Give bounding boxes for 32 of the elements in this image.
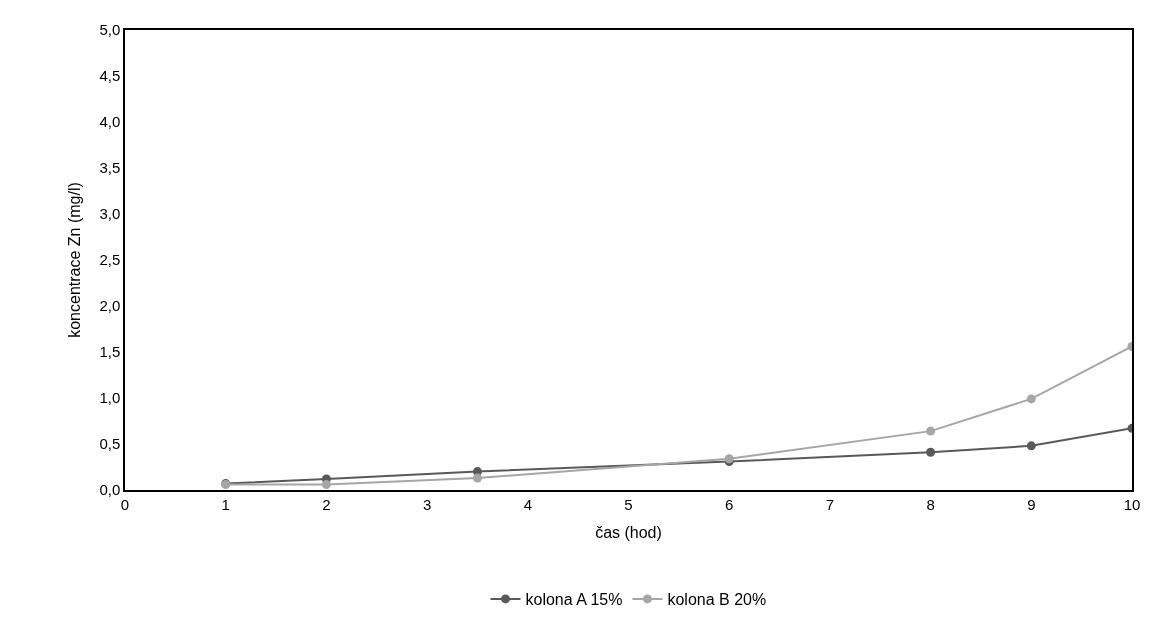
y-tick-label: 0,0 [99,481,121,499]
point [321,479,331,489]
y-tick-label: 5,0 [99,21,121,39]
x-tick-label: 2 [322,495,331,513]
y-tick-label: 2,0 [99,297,121,315]
x-tick-label: 8 [926,495,935,513]
legend-label: kolona A 15% [525,591,623,609]
x-axis-title: čas (hod) [595,523,662,541]
x-tick-label: 10 [1123,495,1141,513]
point [926,426,936,436]
y-tick-label: 1,5 [99,343,121,361]
y-tick-label: 4,0 [99,113,121,131]
point [926,447,936,457]
legend-label: kolona B 20% [667,591,767,609]
x-tick-label: 3 [422,495,432,513]
x-tick-label: 6 [725,495,734,513]
point [472,473,482,483]
x-tick-label: 5 [624,495,633,513]
x-tick-label: 4 [523,495,532,513]
y-tick-label: 4,5 [99,67,121,85]
point [1026,441,1036,451]
y-axis-title: koncentrace Zn (mg/l) [65,182,83,338]
y-tick-label: 3,0 [99,205,121,223]
y-tick-label: 1,0 [99,389,121,407]
y-tick-label: 2,5 [99,251,121,269]
x-tick-label: 7 [825,495,835,513]
y-tick-label: 3,5 [99,159,121,177]
x-tick-label: 1 [221,495,230,513]
x-tick-label: 9 [1027,495,1036,513]
x-tick-label: 0 [120,495,130,513]
point [1026,394,1036,404]
y-tick-label: 0,5 [99,435,121,453]
